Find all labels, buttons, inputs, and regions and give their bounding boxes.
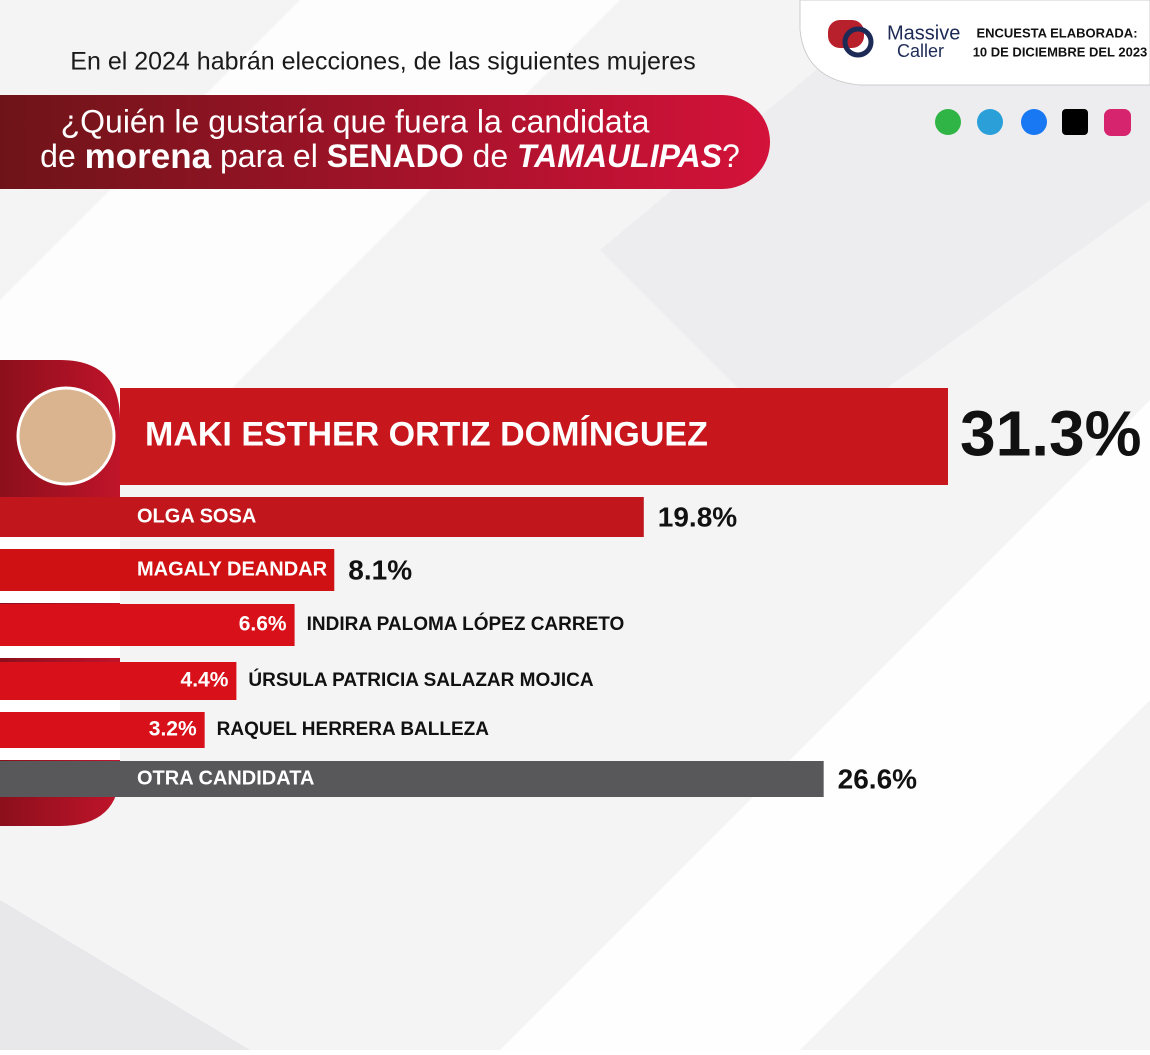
instagram-icon[interactable] [1104,109,1131,136]
whatsapp-icon[interactable] [935,109,961,135]
bar-separator [0,646,120,658]
category-label: OTRA CANDIDATA [137,767,314,789]
question-part: SENADO [327,138,464,174]
bar [0,604,295,646]
survey-date: 10 DE DICIEMBRE DEL 2023 [973,44,1148,59]
bar [0,712,205,748]
question-part: TAMAULIPAS [517,138,723,174]
question-part: de [40,138,84,174]
value-label: 31.3% [960,397,1141,469]
question-part: de [464,138,517,174]
bar [120,388,948,485]
question-line2: de morena para el SENADO de TAMAULIPAS? [40,137,740,176]
value-label: 4.4% [181,669,229,692]
question-part: para el [211,138,327,174]
value-label: 26.6% [838,763,917,794]
facebook-icon[interactable] [1021,109,1047,135]
bg-shape [500,400,1150,1050]
bg-shape [600,0,1150,450]
bar-separator [0,748,120,760]
telegram-icon[interactable] [977,109,1003,135]
bar-separator [0,591,120,603]
question-part: ? [722,138,740,174]
logo-icon [842,26,874,58]
category-label: OLGA SOSA [137,505,256,527]
value-label: 3.2% [149,718,197,741]
subtitle: En el 2024 habrán elecciones, de las sig… [70,48,695,76]
value-label: 8.1% [348,554,412,585]
logo-text: Massive [887,22,960,44]
bar-separator [0,700,120,712]
brand-box [799,0,1150,86]
bar [0,761,824,797]
question-part: morena [85,137,212,176]
bar [0,497,644,537]
category-label: INDIRA PALOMA LÓPEZ CARRETO [307,613,625,635]
survey-label: ENCUESTA ELABORADA: [976,25,1137,40]
question-banner [0,95,770,189]
x-icon[interactable] [1062,109,1088,135]
category-label: MAKI ESTHER ORTIZ DOMÍNGUEZ [145,415,708,453]
social-icons [935,109,1131,136]
category-label: RAQUEL HERRERA BALLEZA [217,719,490,740]
logo-text: Caller [897,41,944,61]
bar [0,662,237,700]
bar-separator [0,537,120,549]
question-line1: ¿Quién le gustaría que fuera la candidat… [61,103,650,139]
bar [0,549,335,591]
category-label: ÚRSULA PATRICIA SALAZAR MOJICA [248,669,593,691]
value-label: 6.6% [239,613,287,636]
bg-shape [0,900,250,1050]
candidate-photo [16,386,116,486]
value-label: 19.8% [658,501,737,532]
category-label: MAGALY DEANDAR [137,558,328,580]
